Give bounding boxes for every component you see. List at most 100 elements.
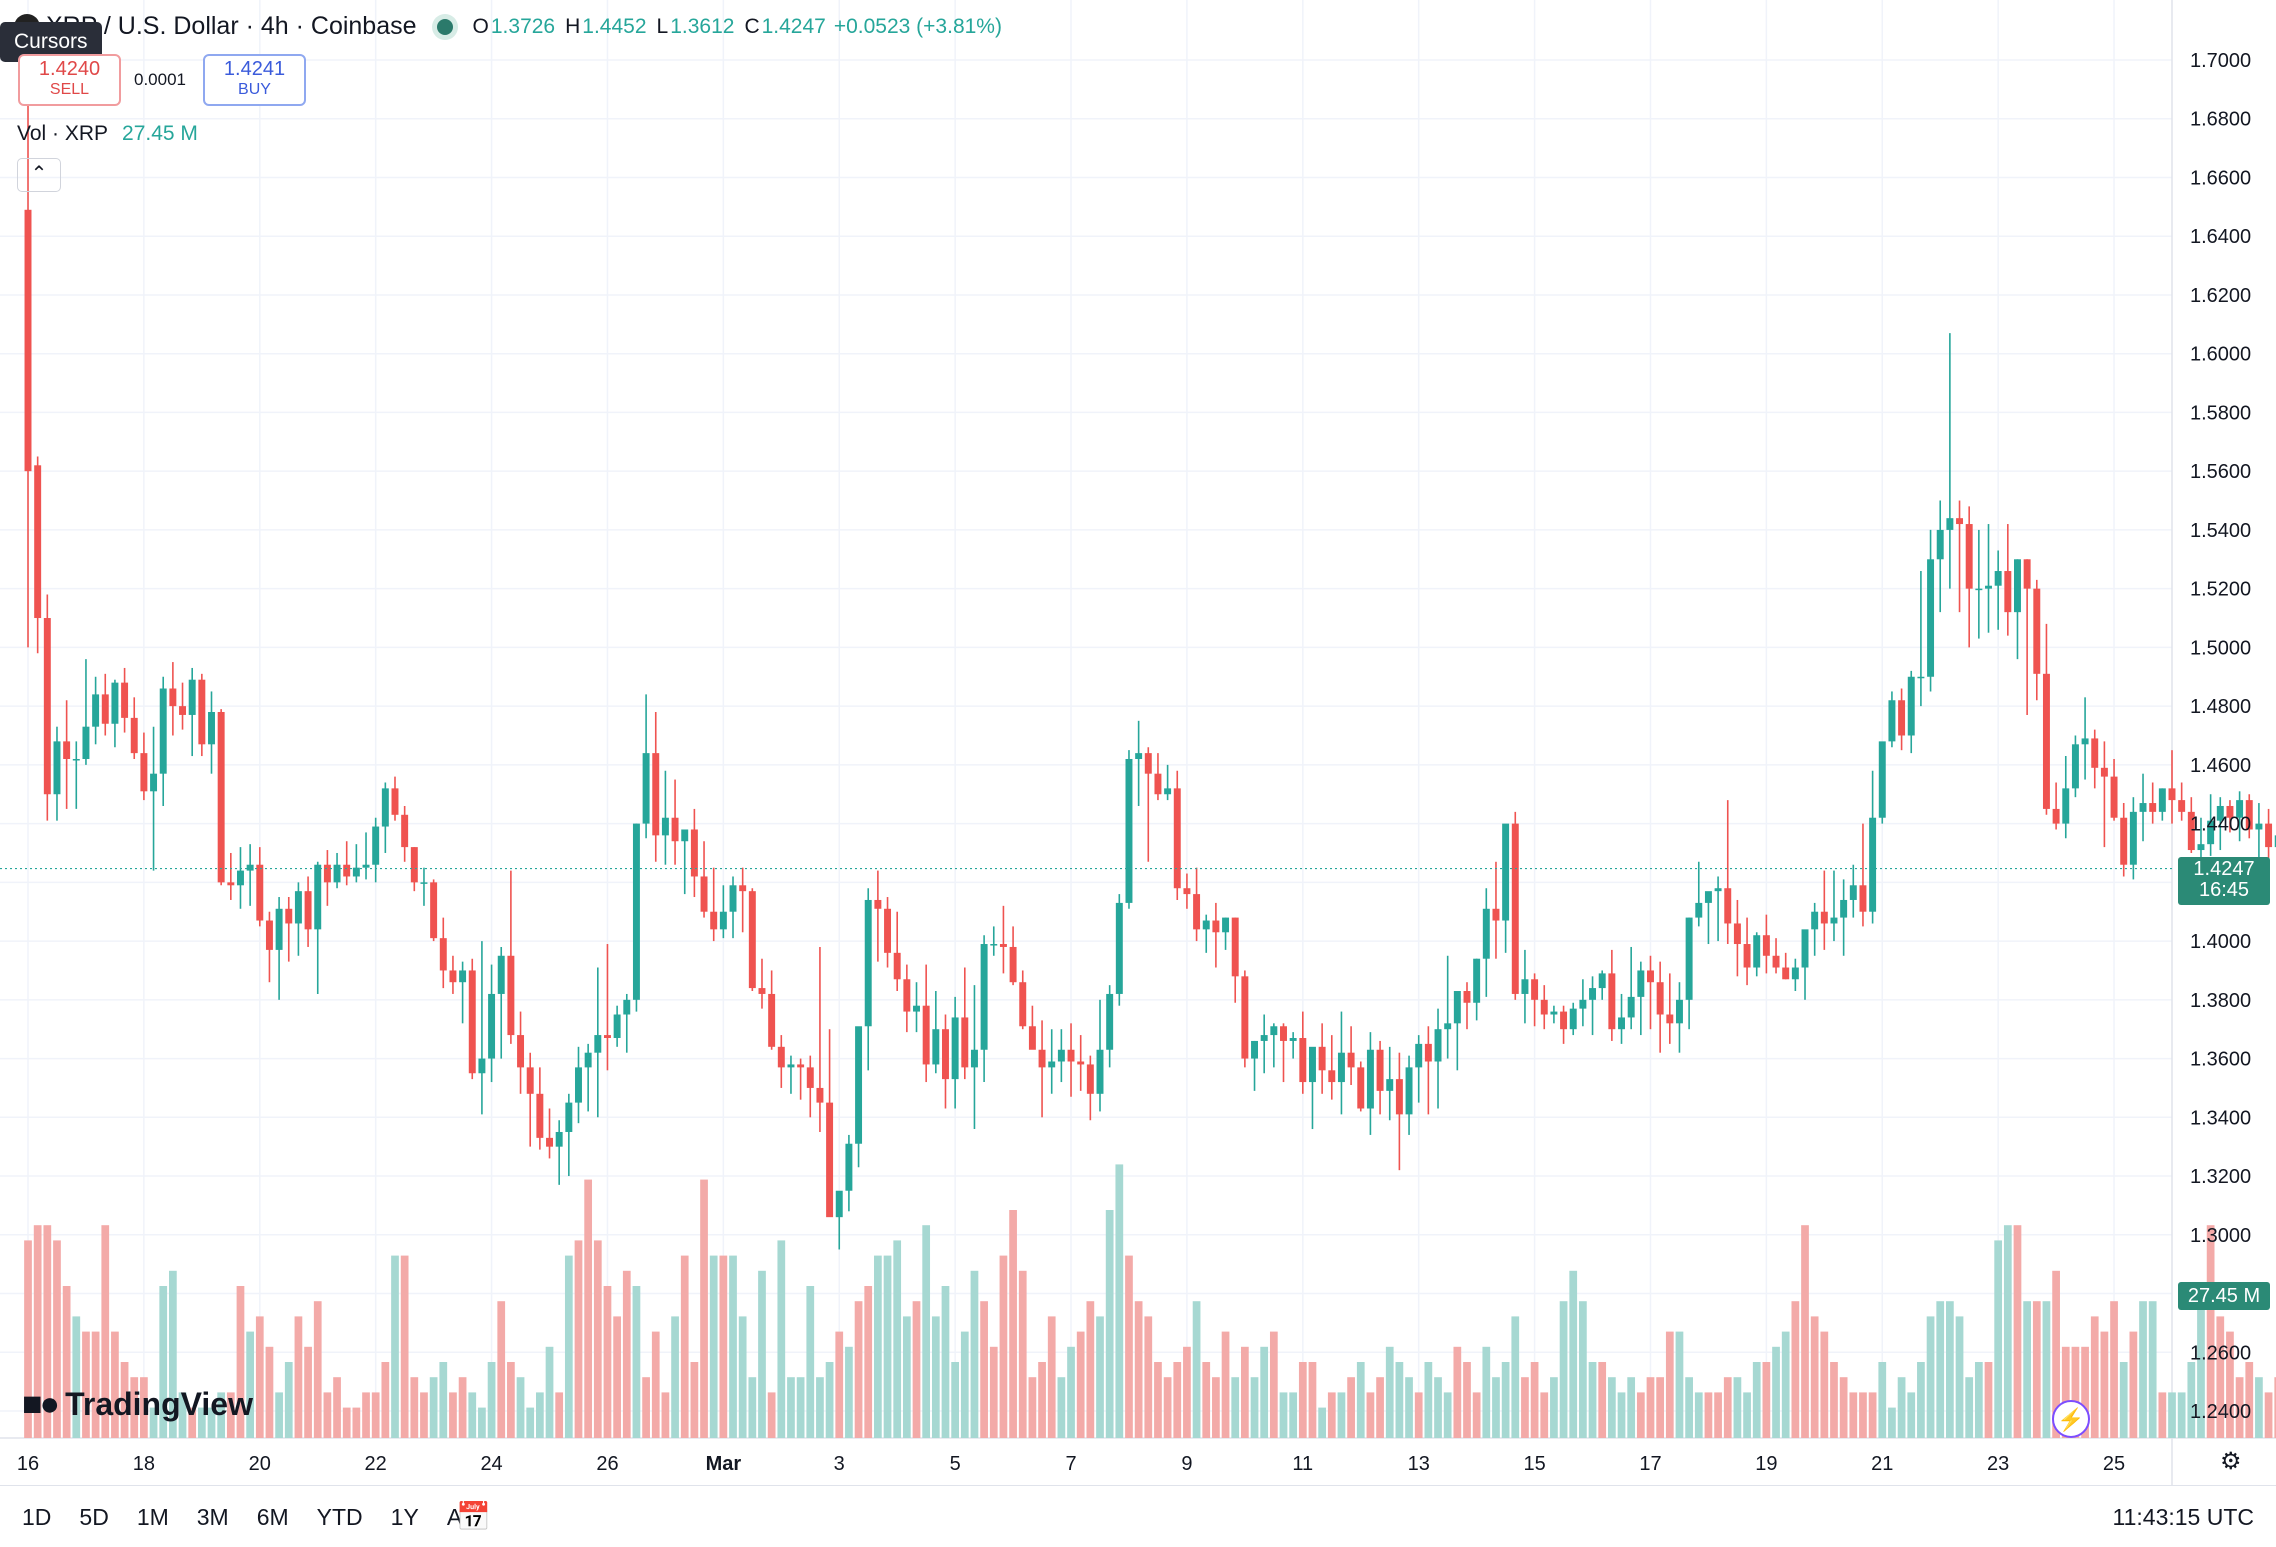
volume-bar <box>1318 1407 1326 1438</box>
volume-bar <box>854 1301 863 1438</box>
volume-bar <box>1047 1316 1056 1438</box>
volume-bar <box>564 1255 573 1438</box>
volume-bar <box>1540 1392 1549 1438</box>
candle-body <box>169 688 177 707</box>
volume-legend[interactable]: Vol · XRP 27.45 M <box>17 122 198 146</box>
candle-body <box>884 908 892 953</box>
candle-body <box>1222 917 1230 933</box>
range-5d[interactable]: 5D <box>79 1504 109 1530</box>
buy-button[interactable]: 1.4241 BUY <box>203 54 306 106</box>
candle-body <box>92 694 100 727</box>
bottom-toolbar: 1D 5D 1M 3M 6M YTD 1Y All 📅 11:43:15 UTC <box>0 1485 2276 1547</box>
volume-bar <box>1772 1346 1780 1438</box>
candle-body <box>603 1035 611 1039</box>
volume-bar <box>352 1407 361 1438</box>
volume-bar <box>1086 1301 1095 1438</box>
candle-body <box>34 465 42 619</box>
volume-bar <box>1472 1392 1481 1438</box>
market-status-icon[interactable] <box>436 18 453 35</box>
candlestick-series <box>24 45 2276 1250</box>
volume-bar <box>593 1240 602 1438</box>
candle-body <box>1666 1014 1674 1024</box>
volume-bar <box>1752 1362 1761 1438</box>
symbol-title[interactable]: XRP / U.S. Dollar · 4h · Coinbase <box>46 12 417 40</box>
price-tick-label: 1.4800 <box>2190 696 2251 718</box>
volume-bar <box>2235 1377 2244 1438</box>
candle-body <box>1096 1049 1104 1094</box>
candle-body <box>729 885 737 912</box>
candle-body <box>1975 588 1983 591</box>
candle-body <box>410 847 418 883</box>
volume-bar <box>1897 1377 1906 1438</box>
volume-bar <box>1269 1331 1278 1438</box>
volume-bar <box>1917 1362 1925 1438</box>
volume-bar <box>535 1392 544 1438</box>
volume-bar <box>507 1362 515 1438</box>
candle-body <box>642 753 650 824</box>
range-3m[interactable]: 3M <box>196 1504 229 1530</box>
volume-bar <box>874 1255 882 1438</box>
candle-body <box>1811 911 1819 930</box>
volume-bar <box>1434 1377 1442 1438</box>
candle-body <box>2245 800 2253 830</box>
sell-price: 1.4240 <box>38 58 101 80</box>
candle-body <box>980 944 988 1050</box>
volume-bar <box>1134 1301 1143 1438</box>
range-1m[interactable]: 1M <box>136 1504 169 1530</box>
price-chart[interactable]: 1.7000 1.6800 1.6600 1.6400 1.6200 1.6000 1.58… <box>0 0 2276 1485</box>
utc-clock[interactable]: 11:43:15 UTC <box>2112 1504 2254 1530</box>
flash-icon[interactable]: ⚡ <box>2052 1400 2090 1438</box>
price-tick-label: 1.6000 <box>2190 344 2251 366</box>
candle-body <box>1424 1043 1432 1062</box>
volume-bar <box>391 1255 399 1438</box>
candle-body <box>1415 1043 1423 1068</box>
go-to-date-icon[interactable]: 📅 <box>456 1501 491 1532</box>
collapse-legend-button[interactable]: ⌃ <box>17 158 61 192</box>
candle-body <box>1560 1011 1568 1030</box>
volume-bar <box>1424 1362 1433 1438</box>
range-6m[interactable]: 6M <box>256 1504 289 1530</box>
candle-body <box>632 823 640 1000</box>
price-tick-label: 1.2600 <box>2190 1342 2251 1364</box>
candle-body <box>1028 1026 1036 1050</box>
candle-body <box>256 864 264 921</box>
volume-bar <box>197 1407 206 1438</box>
volume-bar <box>2071 1346 2080 1438</box>
candle-body <box>1337 1052 1345 1083</box>
volume-bar <box>2042 1301 2051 1438</box>
tradingview-logo[interactable]: ■● TradingView <box>22 1385 253 1424</box>
candle-body <box>1898 700 1906 736</box>
volume-bar <box>101 1225 110 1438</box>
volume-bar <box>362 1392 370 1438</box>
volume-bar <box>777 1240 786 1438</box>
candle-body <box>130 717 138 754</box>
range-all[interactable]: All <box>446 1504 473 1530</box>
range-selector: 1D 5D 1M 3M 6M YTD 1Y All <box>18 1504 476 1531</box>
time-tick-label: Mar <box>706 1453 742 1475</box>
candle-body <box>710 911 718 930</box>
sell-button[interactable]: 1.4240 SELL <box>18 54 121 106</box>
candle-body <box>391 788 399 815</box>
candle-body <box>1762 935 1770 956</box>
volume-bar <box>738 1316 747 1438</box>
range-ytd[interactable]: YTD <box>316 1504 363 1530</box>
price-tick-label: 1.3800 <box>2190 990 2251 1012</box>
candle-body <box>1579 999 1587 1009</box>
range-1y[interactable]: 1Y <box>390 1504 419 1530</box>
axis-settings-icon[interactable]: ⚙ <box>2220 1448 2242 1475</box>
candle-body <box>159 688 167 774</box>
volume-bar <box>922 1225 931 1438</box>
candle-body <box>1135 753 1143 759</box>
candle-body <box>101 694 109 724</box>
candle-body <box>1791 967 1799 980</box>
volume-bar <box>902 1316 911 1438</box>
candle-body <box>565 1102 573 1132</box>
range-1d[interactable]: 1D <box>22 1504 52 1530</box>
volume-bar <box>1965 1377 1974 1438</box>
candle-body <box>1714 888 1722 892</box>
price-tick-label: 1.6200 <box>2190 285 2251 307</box>
candle-body <box>768 993 776 1047</box>
volume-bar <box>1704 1392 1713 1438</box>
candle-body <box>1849 885 1857 900</box>
volume-bar <box>1395 1362 1404 1438</box>
